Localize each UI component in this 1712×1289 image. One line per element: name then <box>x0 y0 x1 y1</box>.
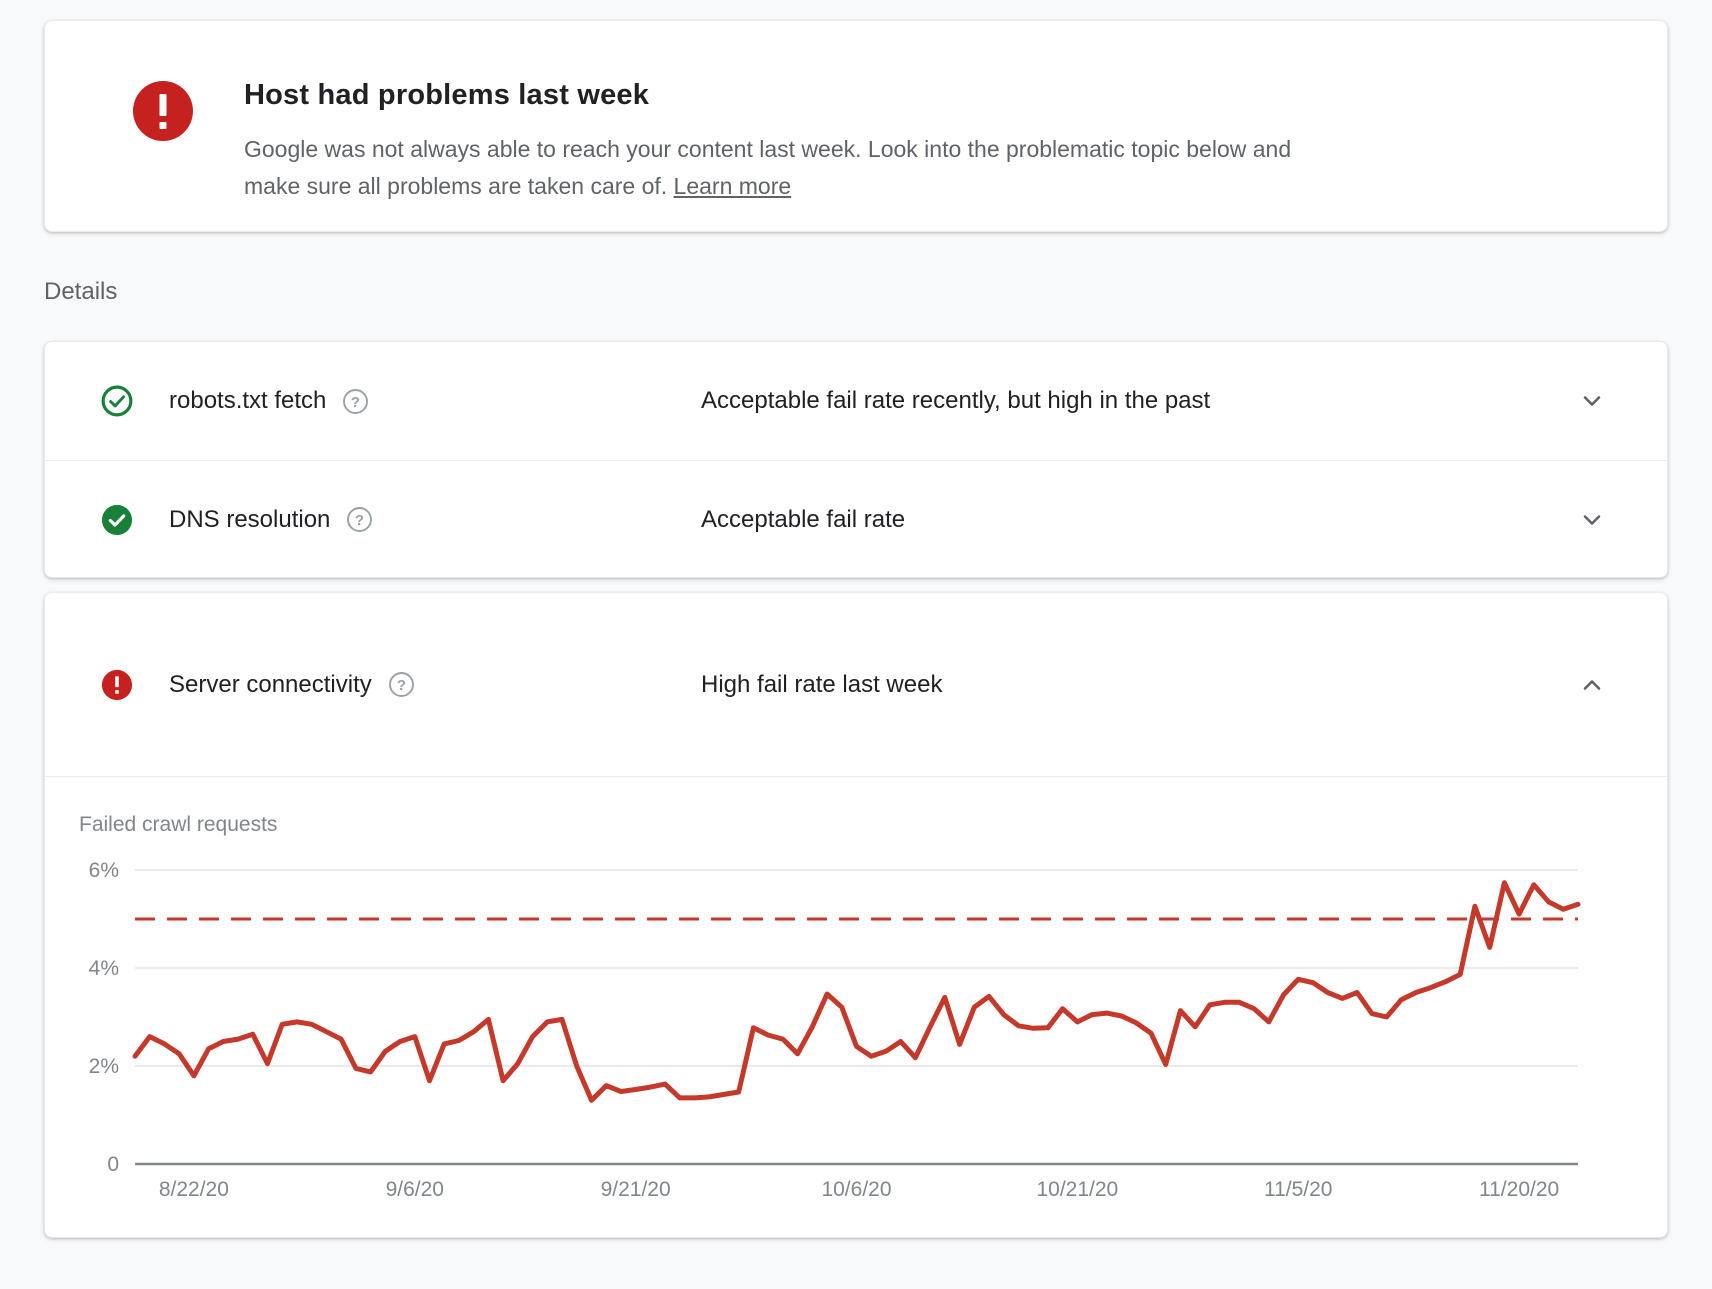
row-label: DNS resolution <box>169 505 331 533</box>
page-title: Host had problems last week <box>244 79 650 111</box>
details-section-label: Details <box>44 278 118 305</box>
x-axis-label: 10/6/20 <box>821 1178 891 1201</box>
chart-line <box>132 880 1581 1103</box>
alert-description: Google was not always able to reach your… <box>244 131 1319 205</box>
chevron-down-icon[interactable] <box>1577 505 1607 535</box>
learn-more-link[interactable]: Learn more <box>673 173 792 199</box>
row-dns-resolution[interactable]: DNS resolution ? Acceptable fail rate <box>45 460 1667 578</box>
svg-text:?: ? <box>397 677 406 694</box>
row-status: Acceptable fail rate recently, but high … <box>701 387 1211 414</box>
row-status: Acceptable fail rate <box>701 505 906 533</box>
row-robots-txt-fetch[interactable]: robots.txt fetch ? Acceptable fail rate … <box>45 342 1667 460</box>
help-icon[interactable]: ? <box>346 506 373 533</box>
error-alert-icon <box>133 81 193 141</box>
row-server-connectivity[interactable]: Server connectivity ? High fail rate las… <box>45 593 1667 777</box>
host-problems-alert-card: Host had problems last week Google was n… <box>44 20 1668 232</box>
y-axis-label: 2% <box>89 1055 119 1078</box>
y-axis-label: 0 <box>107 1153 119 1176</box>
server-connectivity-card: Server connectivity ? High fail rate las… <box>44 592 1668 1238</box>
x-axis-label: 9/6/20 <box>386 1178 444 1201</box>
x-axis-label: 10/21/20 <box>1036 1178 1118 1201</box>
svg-text:?: ? <box>355 512 364 529</box>
details-card: robots.txt fetch ? Acceptable fail rate … <box>44 341 1668 578</box>
help-icon[interactable]: ? <box>388 671 415 698</box>
x-axis-label: 11/20/20 <box>1479 1178 1559 1201</box>
row-label: robots.txt fetch <box>169 387 327 414</box>
svg-text:?: ? <box>351 394 360 411</box>
chevron-down-icon[interactable] <box>1577 386 1607 416</box>
help-icon[interactable]: ? <box>342 388 369 415</box>
failed-crawl-requests-chart: 6% 4% 2% 0 8/22/20 9/6/20 9/21/20 10/6/20 10/21/… <box>89 859 1581 1201</box>
alert-description-text: Google was not always able to reach your… <box>244 136 1292 199</box>
check-circle-outline-icon <box>101 385 133 417</box>
chevron-up-icon[interactable] <box>1577 670 1607 700</box>
row-label: Server connectivity <box>169 670 372 698</box>
chart-title: Failed crawl requests <box>79 813 278 836</box>
y-axis-label: 4% <box>89 957 119 980</box>
x-axis-label: 9/21/20 <box>601 1178 671 1201</box>
check-circle-icon <box>101 504 133 535</box>
row-status: High fail rate last week <box>701 670 943 698</box>
error-alert-icon <box>101 669 133 700</box>
x-axis-label: 11/5/20 <box>1264 1178 1333 1201</box>
y-axis-label: 6% <box>89 859 119 882</box>
x-axis-label: 8/22/20 <box>159 1178 229 1201</box>
